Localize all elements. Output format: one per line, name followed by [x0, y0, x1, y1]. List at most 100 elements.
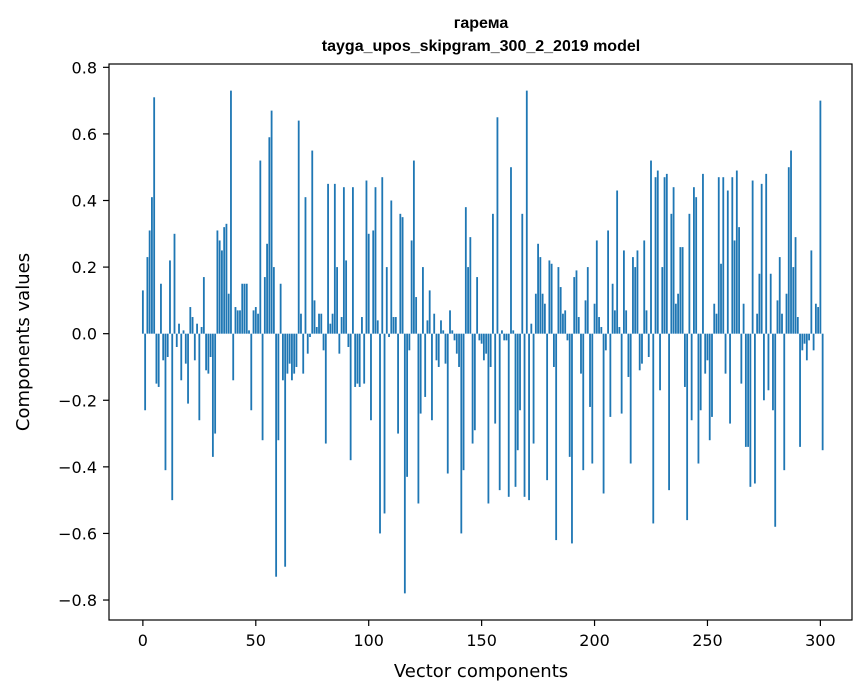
bar-263 — [735, 170, 738, 334]
bar-34 — [218, 240, 221, 334]
bar-136 — [449, 310, 451, 334]
bar-19 — [184, 333, 187, 364]
bar-265 — [740, 333, 743, 384]
bar-100 — [367, 233, 370, 334]
bar-154 — [489, 333, 492, 367]
bar-9 — [162, 333, 165, 361]
bar-214 — [625, 310, 628, 334]
bar-80 — [322, 333, 325, 351]
bar-146 — [471, 333, 474, 444]
bar-11 — [166, 333, 169, 357]
bar-104 — [376, 320, 379, 334]
chart-title-line1: гарема — [454, 15, 509, 32]
bar-41 — [234, 307, 237, 334]
bar-237 — [677, 293, 680, 334]
bar-16 — [178, 323, 180, 334]
bar-267 — [744, 333, 747, 447]
bar-70 — [300, 313, 302, 334]
bar-204 — [602, 333, 605, 494]
bar-268 — [747, 333, 750, 447]
bar-203 — [600, 327, 603, 334]
bar-12 — [169, 260, 171, 334]
bar-259 — [726, 190, 729, 334]
bar-175 — [537, 243, 539, 334]
bar-109 — [388, 333, 390, 338]
bar-257 — [722, 177, 725, 334]
bar-7 — [157, 333, 160, 387]
bar-292 — [801, 333, 804, 351]
bar-95 — [356, 333, 359, 384]
bar-284 — [783, 333, 786, 471]
x-tick-label-300: 300 — [805, 631, 836, 650]
bar-101 — [370, 333, 372, 421]
bar-65 — [288, 333, 291, 364]
bar-132 — [440, 320, 442, 334]
bar-242 — [688, 213, 691, 334]
bar-254 — [715, 313, 718, 334]
bar-75 — [311, 150, 314, 334]
bar-131 — [437, 333, 440, 367]
bar-88 — [340, 317, 343, 334]
bar-188 — [566, 333, 569, 341]
bar-71 — [302, 333, 305, 374]
bar-144 — [467, 267, 469, 334]
bar-290 — [796, 317, 799, 334]
bar-31 — [211, 333, 214, 457]
y-tick-label-8: 0.8 — [72, 58, 97, 77]
bar-85 — [333, 183, 336, 334]
bar-76 — [313, 300, 316, 334]
bar-250 — [706, 333, 709, 361]
bar-291 — [799, 333, 801, 447]
bar-301 — [821, 333, 824, 451]
y-tick-label-4: 0.0 — [72, 325, 97, 344]
bar-122 — [417, 333, 420, 504]
bar-120 — [412, 160, 415, 334]
y-axis-label: Components values — [13, 253, 34, 431]
bar-245 — [695, 197, 698, 334]
bar-25 — [198, 333, 201, 421]
bar-28 — [205, 333, 208, 371]
bar-8 — [160, 283, 162, 334]
bar-45 — [243, 283, 246, 334]
bar-233 — [668, 333, 670, 491]
bar-287 — [790, 150, 792, 334]
bar-77 — [315, 327, 318, 334]
x-tick-label-150: 150 — [466, 631, 497, 650]
bar-236 — [674, 303, 677, 334]
bar-87 — [338, 333, 341, 354]
bar-278 — [769, 273, 772, 334]
bar-224 — [647, 333, 650, 357]
bar-92 — [349, 333, 352, 461]
bar-262 — [733, 240, 736, 334]
bar-46 — [245, 283, 248, 334]
bar-23 — [193, 333, 196, 361]
bar-165 — [514, 333, 517, 487]
bar-226 — [652, 333, 655, 524]
bar-273 — [758, 273, 761, 334]
bar-126 — [426, 320, 429, 334]
bar-155 — [492, 213, 494, 334]
bar-198 — [589, 333, 591, 407]
bar-125 — [424, 333, 427, 397]
bar-156 — [494, 333, 497, 424]
bar-47 — [248, 330, 250, 334]
bar-82 — [327, 183, 329, 334]
bar-255 — [717, 177, 720, 334]
bar-207 — [609, 333, 612, 417]
bar-22 — [191, 317, 194, 334]
bar-170 — [525, 90, 528, 334]
bar-35 — [221, 250, 223, 334]
bar-182 — [552, 333, 555, 367]
bar-115 — [401, 217, 404, 334]
bar-110 — [390, 200, 393, 334]
bar-218 — [634, 267, 637, 334]
bar-114 — [399, 213, 402, 334]
bar-176 — [539, 257, 542, 334]
bar-94 — [354, 333, 357, 387]
bar-149 — [478, 333, 481, 341]
bar-206 — [607, 230, 609, 334]
bar-53 — [261, 333, 264, 441]
y-axis-ticks: −0.8 −0.6 −0.4 −0.2 0.0 0.2 0.4 0.6 0.8 — [58, 58, 109, 610]
bar-143 — [464, 207, 467, 334]
bar-235 — [672, 187, 675, 334]
